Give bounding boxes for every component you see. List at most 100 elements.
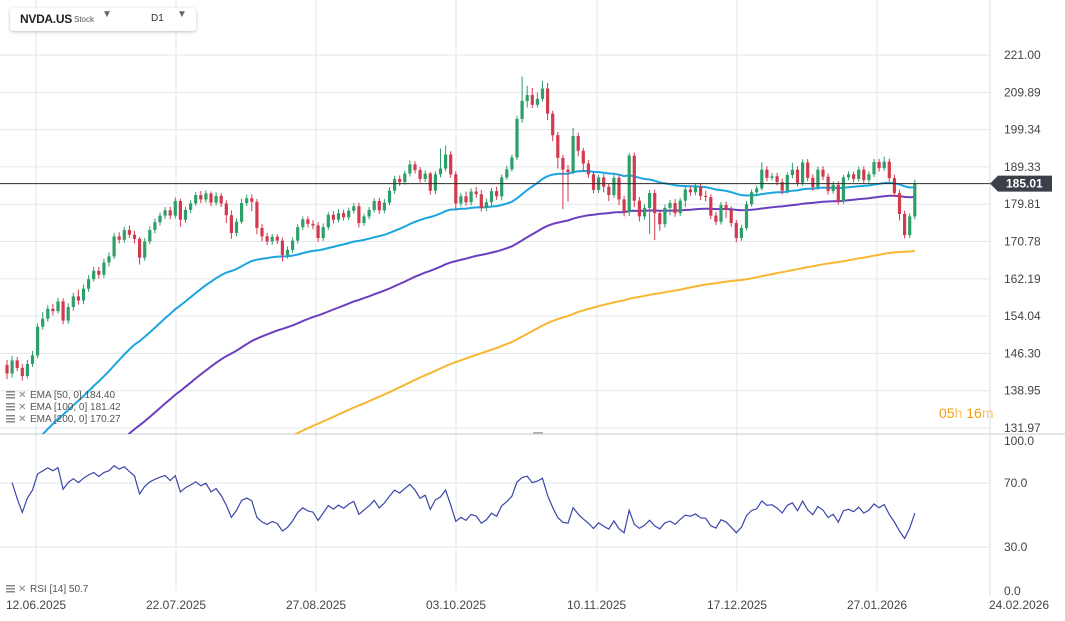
candle-up	[362, 216, 366, 224]
candle-down	[61, 301, 65, 321]
candle-up	[535, 98, 539, 105]
candle-down	[316, 225, 320, 239]
legend-close-icon: ✕	[18, 584, 26, 595]
timeframe-dropdown-icon[interactable]: ▼	[177, 9, 187, 20]
candle-down	[464, 196, 468, 203]
candle-down	[97, 270, 101, 275]
date-tick-label: 27.08.2025	[286, 598, 346, 612]
candle-down	[275, 236, 279, 241]
price-tick-label: 131.97	[1004, 421, 1041, 435]
candle-down	[127, 230, 131, 235]
candle-up	[444, 154, 448, 169]
candle-down	[546, 88, 550, 114]
candle-down	[250, 198, 254, 202]
ema-lines	[41, 169, 915, 434]
candle-up	[744, 204, 749, 228]
rsi-tick-label: 0.0	[1004, 584, 1021, 598]
current-price-label: 185.01	[1006, 177, 1043, 191]
candle-up	[25, 363, 29, 377]
candle-down	[877, 162, 881, 169]
candle-up	[382, 202, 386, 211]
candle-down	[709, 197, 713, 216]
candle-up	[683, 189, 687, 201]
candle-down	[551, 113, 555, 136]
symbol-selector[interactable]: NVDA.US Stock ▼ D1 ▼	[10, 8, 196, 31]
candle-down	[775, 176, 779, 183]
candle-up	[785, 175, 789, 191]
candle-up	[408, 164, 412, 174]
candle-down	[734, 223, 738, 239]
candle-down	[704, 195, 708, 198]
candle-down	[591, 174, 596, 190]
candle-up	[36, 326, 40, 356]
rsi-axis: 100.0 70.0 30.0 0.0	[1004, 434, 1034, 598]
candle-up	[801, 162, 805, 183]
candle-up	[148, 230, 152, 242]
candle-up	[500, 177, 504, 197]
candle-down	[897, 193, 902, 214]
candle-down	[821, 169, 825, 177]
candle-up	[372, 201, 376, 210]
candle-up	[112, 236, 116, 257]
candle-up	[240, 203, 244, 222]
candle-down	[357, 206, 361, 224]
ema200-legend-text: EMA [200, 0] 170.27	[30, 414, 121, 425]
candle-up	[204, 193, 208, 200]
legend-menu-icon	[6, 591, 15, 593]
candle-down	[862, 169, 866, 181]
candle-up	[841, 177, 845, 202]
candle-down	[892, 178, 896, 194]
candle-up	[739, 227, 743, 239]
candle-up	[872, 162, 876, 175]
rsi-tick-label: 30.0	[1004, 540, 1028, 554]
candle-up	[336, 213, 341, 220]
candle-down	[673, 203, 677, 214]
candle-up	[525, 95, 529, 101]
legend-menu-icon	[6, 391, 15, 393]
candle-up	[143, 241, 147, 258]
date-tick-label: 03.10.2025	[426, 598, 486, 612]
candle-up	[678, 200, 682, 214]
candle-up	[510, 157, 514, 170]
candle-up	[87, 279, 91, 289]
ema200-legend[interactable]: ✕ EMA [200, 0] 170.27	[6, 414, 121, 425]
candle-up	[30, 355, 35, 364]
candle-up	[326, 214, 330, 228]
candle-down	[5, 364, 9, 374]
date-tick-label: 22.07.2025	[146, 598, 206, 612]
candle-up	[913, 183, 917, 217]
current-price-badge: 185.01	[990, 175, 1052, 192]
rsi-legend[interactable]: ✕ RSI [14] 50.7	[6, 584, 89, 595]
symbol-dropdown-icon[interactable]: ▼	[102, 9, 112, 20]
countdown-minutes-unit: m	[981, 405, 994, 421]
ema100-legend-text: EMA [100, 0] 181.42	[30, 402, 121, 413]
candle-up	[790, 169, 794, 176]
candle-down	[117, 236, 121, 240]
rsi-legend-text: RSI [14] 50.7	[30, 584, 89, 595]
candle-countdown: 05h 16m	[939, 405, 994, 421]
candle-down	[306, 219, 310, 224]
candle-down	[653, 193, 657, 214]
candle-down	[566, 169, 570, 172]
legend-close-icon: ✕	[18, 390, 26, 401]
candle-up	[285, 249, 290, 256]
countdown-hours-unit: h	[954, 405, 963, 421]
candle-down	[15, 360, 19, 368]
candle-down	[622, 199, 626, 213]
legend-close-icon: ✕	[18, 402, 26, 413]
candle-down	[556, 135, 560, 158]
candle-up	[515, 118, 519, 158]
candle-down	[658, 213, 662, 225]
ema100-legend[interactable]: ✕ EMA [100, 0] 181.42	[6, 402, 121, 413]
candle-up	[291, 240, 295, 250]
candle-up	[459, 196, 463, 204]
candle-up	[846, 174, 851, 178]
candle-up	[270, 236, 274, 242]
candle-up	[46, 308, 50, 319]
rsi-tick-label: 70.0	[1004, 476, 1028, 490]
symbol-name[interactable]: NVDA.US	[20, 12, 72, 26]
candle-up	[122, 230, 126, 240]
ema50-legend[interactable]: ✕ EMA [50, 0] 184.40	[6, 390, 115, 401]
timeframe-selector[interactable]: D1	[151, 13, 164, 24]
